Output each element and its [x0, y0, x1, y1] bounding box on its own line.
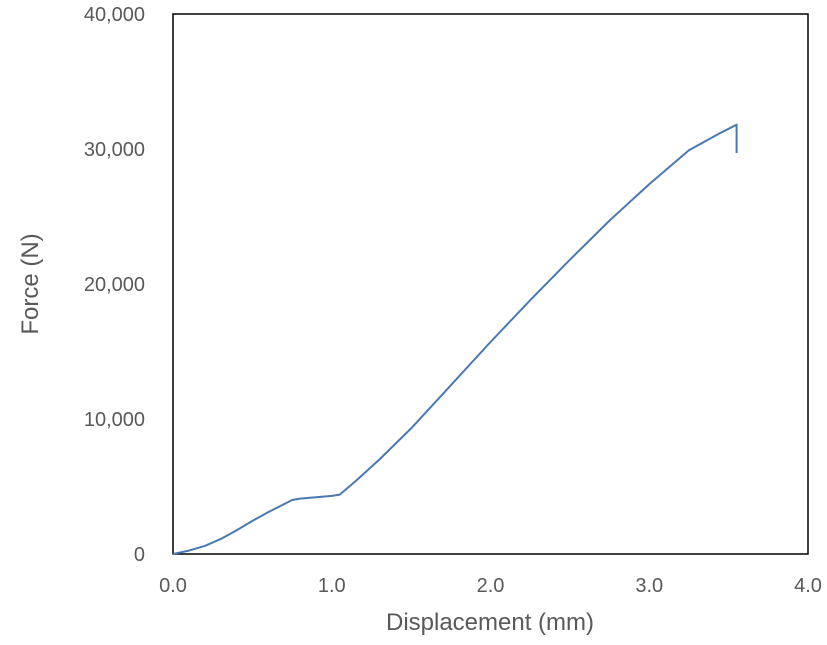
- x-tick-label: 0.0: [159, 575, 187, 597]
- data-point: [720, 132, 722, 134]
- data-point: [648, 183, 650, 185]
- data-point: [283, 503, 285, 505]
- data-point: [410, 427, 412, 429]
- y-tick-label: 30,000: [84, 139, 145, 161]
- plot-frame: [172, 13, 809, 555]
- data-point: [688, 149, 690, 151]
- y-tick-label: 40,000: [84, 4, 145, 26]
- data-point: [339, 494, 341, 496]
- y-tick-label: 10,000: [84, 409, 145, 431]
- data-point: [315, 496, 317, 498]
- y-tick-label: 20,000: [84, 274, 145, 296]
- x-tick-label: 3.0: [635, 575, 663, 597]
- x-tick-labels: 0.0 1.0 2.0 3.0 4.0: [159, 575, 822, 597]
- data-point: [299, 498, 301, 500]
- x-tick-label: 4.0: [794, 575, 822, 597]
- y-tick-labels: 0 10,000 20,000 30,000 40,000: [84, 4, 145, 566]
- x-tick-label: 1.0: [318, 575, 346, 597]
- data-point: [172, 553, 174, 555]
- data-point: [378, 459, 380, 461]
- y-axis-label: Force (N): [17, 233, 44, 334]
- x-tick-label: 2.0: [477, 575, 505, 597]
- data-point: [267, 511, 269, 513]
- data-point: [609, 220, 611, 222]
- data-point: [220, 538, 222, 540]
- data-points: [172, 124, 738, 555]
- data-point: [450, 384, 452, 386]
- data-point: [236, 529, 238, 531]
- data-point: [529, 299, 531, 301]
- data-point: [251, 520, 253, 522]
- data-point: [331, 495, 333, 497]
- data-point: [204, 545, 206, 547]
- data-point: [291, 499, 293, 501]
- data-point: [569, 259, 571, 261]
- data-point: [736, 124, 738, 126]
- data-point: [736, 152, 738, 154]
- data-point: [188, 550, 190, 552]
- series-line: [172, 123, 738, 555]
- data-point: [355, 480, 357, 482]
- data-point: [490, 341, 492, 343]
- x-axis-label: Displacement (mm): [386, 609, 594, 636]
- y-tick-label: 0: [134, 544, 145, 566]
